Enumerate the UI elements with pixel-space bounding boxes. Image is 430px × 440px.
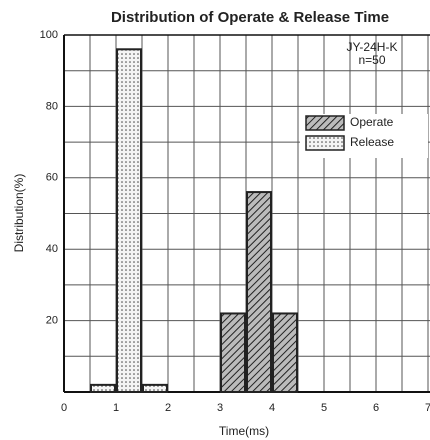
legend-swatch [305, 115, 345, 131]
y-tick-label: 80 [46, 100, 58, 112]
y-tick-label: 20 [46, 315, 58, 327]
x-tick-label: 4 [269, 402, 275, 414]
x-tick-label: 1 [113, 402, 119, 414]
bar [90, 383, 116, 393]
x-tick-label: 0 [61, 402, 67, 414]
bar [142, 383, 168, 393]
legend-label: Release [350, 135, 394, 149]
bar [220, 312, 246, 393]
legend-label: Operate [350, 115, 394, 129]
x-tick-label: 3 [217, 402, 223, 414]
x-tick-label: 7 [425, 402, 430, 414]
bar [116, 48, 142, 393]
y-tick-label: 40 [46, 243, 58, 255]
annotation: n=50 [358, 53, 385, 67]
x-tick-label: 6 [373, 402, 379, 414]
x-tick-label: 5 [321, 402, 327, 414]
annotation: JY-24H-K [347, 40, 398, 54]
y-tick-label: 100 [40, 29, 58, 41]
x-tick-label: 2 [165, 402, 171, 414]
y-axis-label: Distribution(%) [12, 174, 26, 253]
legend-swatch [305, 135, 345, 151]
x-axis-label: Time(ms) [219, 424, 269, 438]
bar [272, 312, 298, 393]
bar [246, 191, 272, 393]
y-tick-label: 60 [46, 172, 58, 184]
chart-title: Distribution of Operate & Release Time [111, 9, 389, 26]
